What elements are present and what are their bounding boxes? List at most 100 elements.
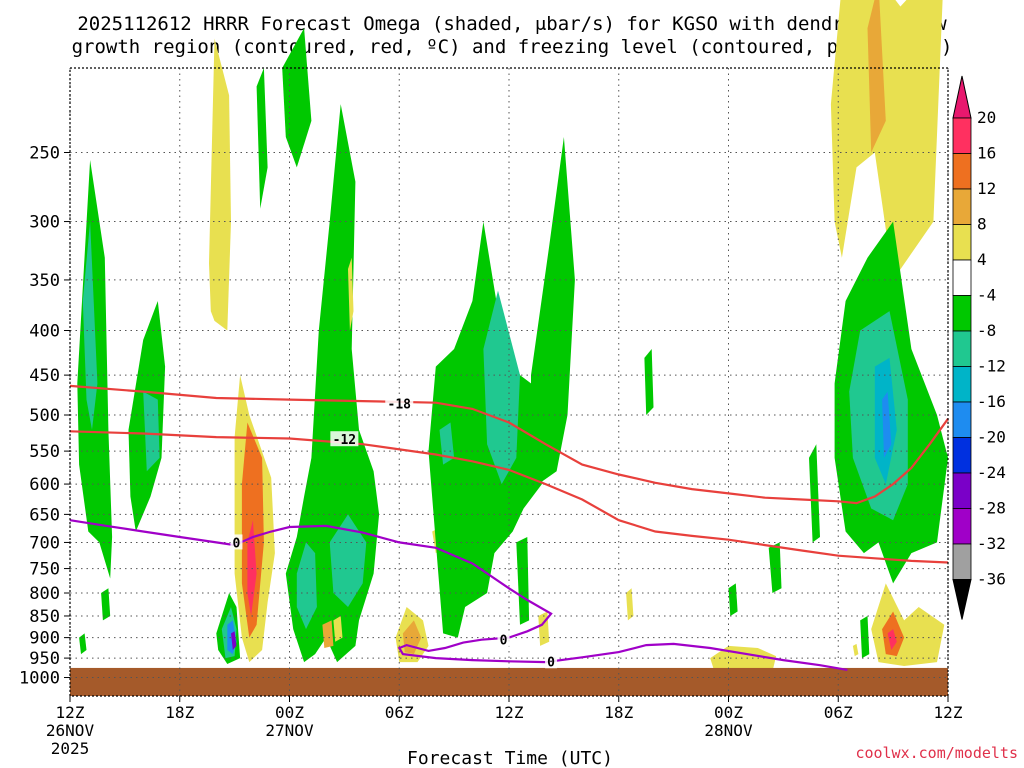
x-axis-label: Forecast Time (UTC) bbox=[407, 748, 613, 768]
colorbar-label-6: -8 bbox=[977, 321, 996, 340]
colorbar-swatch-7 bbox=[952, 366, 972, 403]
y-tick-label-750: 750 bbox=[29, 560, 60, 580]
contour-layer: -18 -12 0 0 0 bbox=[69, 384, 949, 671]
x-date-label-0: 26NOV bbox=[46, 721, 95, 740]
omega-red-right-low bbox=[887, 629, 897, 650]
omega-green-complex-00z bbox=[285, 104, 380, 663]
omega-teal-complex-03z bbox=[329, 514, 367, 607]
colorbar-swatch-6 bbox=[952, 330, 972, 367]
colorbar-label-0: 20 bbox=[977, 108, 996, 127]
x-year-label-0: 2025 bbox=[51, 739, 90, 758]
y-tick-label-900: 900 bbox=[29, 629, 60, 649]
dgz-minus12-line-label-bg-0 bbox=[330, 431, 359, 447]
y-tick-label-550: 550 bbox=[29, 442, 60, 462]
colorbar-label-2: 12 bbox=[977, 179, 996, 198]
chart-title-line-2: growth region (contoured, red, ºC) and f… bbox=[72, 36, 953, 58]
x-tick-label-18: 06Z bbox=[385, 703, 414, 722]
y-tick-label-650: 650 bbox=[29, 505, 60, 525]
colorbar-label-9: -20 bbox=[977, 428, 1006, 447]
y-axis-ticks: 2503003504004505005506006507007508008509… bbox=[19, 144, 70, 689]
y-tick-label-1000: 1000 bbox=[19, 669, 60, 689]
x-tick-label-48: 12Z bbox=[934, 703, 963, 722]
credit-text: coolwx.com/modelts bbox=[855, 744, 1018, 762]
omega-teal-complex-01z bbox=[296, 542, 317, 630]
plot-area: -18 -12 0 0 0 bbox=[69, 0, 949, 697]
omega-violet-bullseye-core bbox=[231, 631, 237, 650]
omega-green-small-top-19z bbox=[256, 68, 268, 209]
x-tick-label-24: 12Z bbox=[495, 703, 524, 722]
x-tick-label-0: 12Z bbox=[56, 703, 85, 722]
freezing-level-line-label-1: 0 bbox=[500, 634, 508, 649]
freezing-level-line-label-2: 0 bbox=[547, 655, 555, 670]
dgz-minus18-line-label-bg-0 bbox=[385, 395, 414, 411]
x-tick-label-6: 18Z bbox=[165, 703, 194, 722]
omega-green-top-22z bbox=[282, 28, 312, 168]
colorbar-swatch-8 bbox=[952, 401, 972, 438]
colorbar-swatch-12 bbox=[952, 543, 972, 580]
freezing-level-line-label-bg-2 bbox=[545, 653, 558, 669]
y-tick-label-400: 400 bbox=[29, 322, 60, 342]
y-tick-label-250: 250 bbox=[29, 144, 60, 164]
omega-teal-large-11z bbox=[483, 290, 520, 485]
omega-green-column-13z bbox=[531, 137, 575, 485]
colorbar-label-13: -36 bbox=[977, 570, 1006, 589]
colorbar-swatch-4 bbox=[952, 259, 972, 296]
omega-orange-top-07z bbox=[867, 0, 886, 153]
colorbar-label-1: 16 bbox=[977, 144, 996, 163]
omega-green-right-low bbox=[860, 616, 870, 659]
x-tick-label-36: 00Z bbox=[714, 703, 743, 722]
y-tick-label-850: 850 bbox=[29, 607, 60, 627]
y-tick-label-600: 600 bbox=[29, 475, 60, 495]
colorbar-swatch-9 bbox=[952, 437, 972, 474]
freezing-level-line-label-bg-0 bbox=[230, 534, 243, 550]
x-date-label-36: 28NOV bbox=[704, 721, 753, 740]
dgz-minus12-line-label-0: -12 bbox=[333, 433, 356, 448]
omega-blue-right-09z bbox=[882, 391, 892, 458]
x-date-label-12: 27NOV bbox=[265, 721, 314, 740]
y-tick-label-700: 700 bbox=[29, 533, 60, 553]
colorbar-label-11: -28 bbox=[977, 499, 1006, 518]
colorbar-label-8: -16 bbox=[977, 392, 1006, 411]
colorbar-top-arrow bbox=[952, 75, 972, 119]
dgz-minus18-line bbox=[69, 384, 949, 505]
colorbar-swatch-0 bbox=[952, 117, 972, 154]
terrain-layer bbox=[70, 667, 948, 696]
y-tick-label-950: 950 bbox=[29, 649, 60, 669]
y-tick-label-450: 450 bbox=[29, 366, 60, 386]
colorbar-label-3: 8 bbox=[977, 215, 987, 234]
omega-yellow-spot-06z-low bbox=[852, 643, 859, 657]
omega-green-spot-17z bbox=[644, 349, 654, 415]
colorbar-swatch-11 bbox=[952, 508, 972, 545]
colorbar-label-7: -12 bbox=[977, 357, 1006, 376]
omega-teal-small-08z bbox=[439, 422, 455, 465]
omega-yellow-base-00z bbox=[710, 645, 777, 674]
terrain-fill bbox=[70, 667, 948, 696]
dgz-minus12-line bbox=[69, 430, 949, 564]
omega-yellow-column-18z bbox=[209, 38, 231, 331]
chart-title-line-1: 2025112612 HRRR Forecast Omega (shaded, … bbox=[77, 13, 947, 35]
colorbar-label-5: -4 bbox=[977, 286, 996, 305]
x-tick-label-12: 00Z bbox=[275, 703, 304, 722]
gridlines bbox=[69, 68, 949, 696]
omega-yellow-spot-04z bbox=[348, 257, 354, 331]
colorbar-swatch-1 bbox=[952, 153, 972, 190]
y-tick-label-300: 300 bbox=[29, 213, 60, 233]
omega-yellow-small-03z bbox=[333, 616, 343, 642]
omega-green-lower-right bbox=[809, 444, 820, 543]
omega-yellow-spot-18z bbox=[626, 588, 634, 621]
colorbar-swatch-10 bbox=[952, 472, 972, 509]
omega-orange-small-02z bbox=[322, 620, 334, 648]
freezing-level-line-label-bg-1 bbox=[497, 631, 510, 647]
omega-teal-column-1 bbox=[82, 221, 98, 430]
colorbar-label-12: -32 bbox=[977, 534, 1006, 553]
omega-green-spot-02z bbox=[768, 542, 782, 593]
colorbar-swatch-2 bbox=[952, 188, 972, 225]
colorbar-swatch-3 bbox=[952, 224, 972, 261]
colorbar: 20 16 12 8 4 -4 -8 -12 -16 -20 -24 -28 -32 -36 bbox=[952, 75, 1006, 620]
colorbar-label-4: 4 bbox=[977, 250, 987, 269]
omega-green-small-b bbox=[79, 633, 87, 655]
x-tick-label-30: 18Z bbox=[604, 703, 633, 722]
y-tick-label-800: 800 bbox=[29, 584, 60, 604]
